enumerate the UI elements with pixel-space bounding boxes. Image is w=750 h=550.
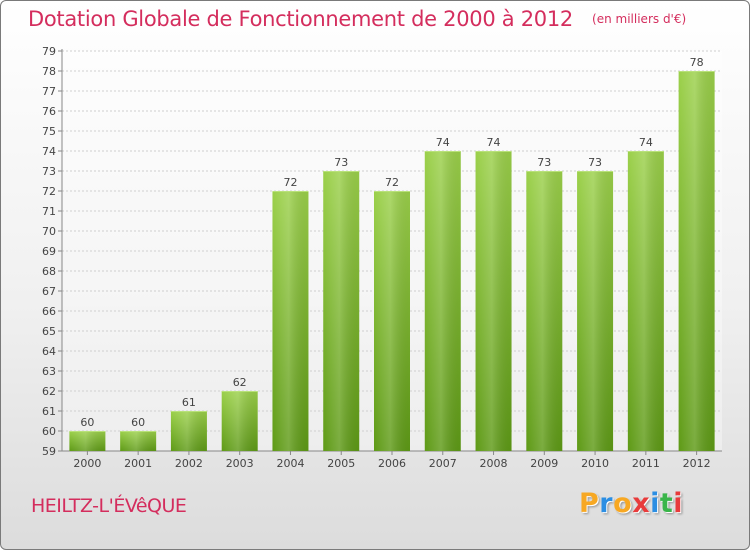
- y-tick-label: 63: [42, 365, 56, 378]
- chart-subtitle: (en milliers d'€): [592, 12, 687, 26]
- bar-shine: [475, 151, 512, 451]
- bar-shine: [678, 71, 715, 451]
- bar-shine: [323, 171, 360, 451]
- y-tick-label: 72: [42, 185, 56, 198]
- data-label: 78: [690, 56, 704, 69]
- y-tick-label: 67: [42, 285, 56, 298]
- bar-shine: [120, 431, 157, 451]
- commune-name: HEILTZ-L'ÉVêQUE: [31, 495, 187, 517]
- data-label: 74: [436, 136, 450, 149]
- y-tick-label: 59: [42, 445, 56, 458]
- y-tick-label: 75: [42, 125, 56, 138]
- data-label: 74: [639, 136, 653, 149]
- y-tick-label: 78: [42, 65, 56, 78]
- y-tick-label: 61: [42, 405, 56, 418]
- logo-letter: o: [613, 488, 633, 519]
- bar-shine: [424, 151, 461, 451]
- y-tick-label: 74: [42, 145, 56, 158]
- logo-letter: i: [673, 488, 684, 519]
- y-tick-label: 60: [42, 425, 56, 438]
- y-tick-label: 73: [42, 165, 56, 178]
- x-tick-label: 2008: [480, 457, 508, 470]
- bar-shine: [69, 431, 106, 451]
- bar-shine: [272, 191, 309, 451]
- y-tick-label: 66: [42, 305, 56, 318]
- data-label: 60: [131, 416, 145, 429]
- data-label: 73: [334, 156, 348, 169]
- bar-shine: [221, 391, 258, 451]
- logo-letter: P: [579, 488, 600, 519]
- data-label: 74: [487, 136, 501, 149]
- data-label: 61: [182, 396, 196, 409]
- x-tick-label: 2001: [124, 457, 152, 470]
- x-tick-label: 2005: [327, 457, 355, 470]
- data-label: 60: [80, 416, 94, 429]
- title-row: Dotation Globale de Fonctionnement de 20…: [28, 7, 686, 31]
- y-tick-label: 62: [42, 385, 56, 398]
- y-tick-label: 70: [42, 225, 56, 238]
- y-tick-label: 77: [42, 85, 56, 98]
- data-label: 72: [385, 176, 399, 189]
- data-label: 73: [588, 156, 602, 169]
- y-tick-label: 76: [42, 105, 56, 118]
- logo-letter: r: [599, 488, 614, 519]
- bar-shine: [526, 171, 563, 451]
- x-tick-label: 2003: [226, 457, 254, 470]
- x-tick-label: 2000: [73, 457, 101, 470]
- y-tick-label: 79: [42, 45, 56, 58]
- y-tick-label: 71: [42, 205, 56, 218]
- y-tick-label: 64: [42, 345, 56, 358]
- data-label: 73: [537, 156, 551, 169]
- x-tick-label: 2009: [530, 457, 558, 470]
- logo-letter: i: [650, 488, 660, 519]
- y-tick-label: 68: [42, 265, 56, 278]
- logo-letter: x: [632, 488, 651, 519]
- x-tick-label: 2004: [276, 457, 304, 470]
- bar-shine: [577, 171, 614, 451]
- y-tick-label: 69: [42, 245, 56, 258]
- x-tick-label: 2011: [632, 457, 660, 470]
- data-label: 62: [233, 376, 247, 389]
- proxiti-logo: Proxiti: [579, 488, 683, 519]
- x-tick-label: 2006: [378, 457, 406, 470]
- x-tick-label: 2002: [175, 457, 203, 470]
- bar-shine: [627, 151, 664, 451]
- logo-letter: t: [659, 488, 674, 519]
- y-tick-label: 65: [42, 325, 56, 338]
- bar-shine: [170, 411, 207, 451]
- x-tick-label: 2012: [683, 457, 711, 470]
- bar-shine: [374, 191, 410, 451]
- x-tick-label: 2007: [429, 457, 457, 470]
- chart-title: Dotation Globale de Fonctionnement de 20…: [28, 7, 573, 31]
- data-label: 72: [283, 176, 297, 189]
- x-tick-label: 2010: [581, 457, 609, 470]
